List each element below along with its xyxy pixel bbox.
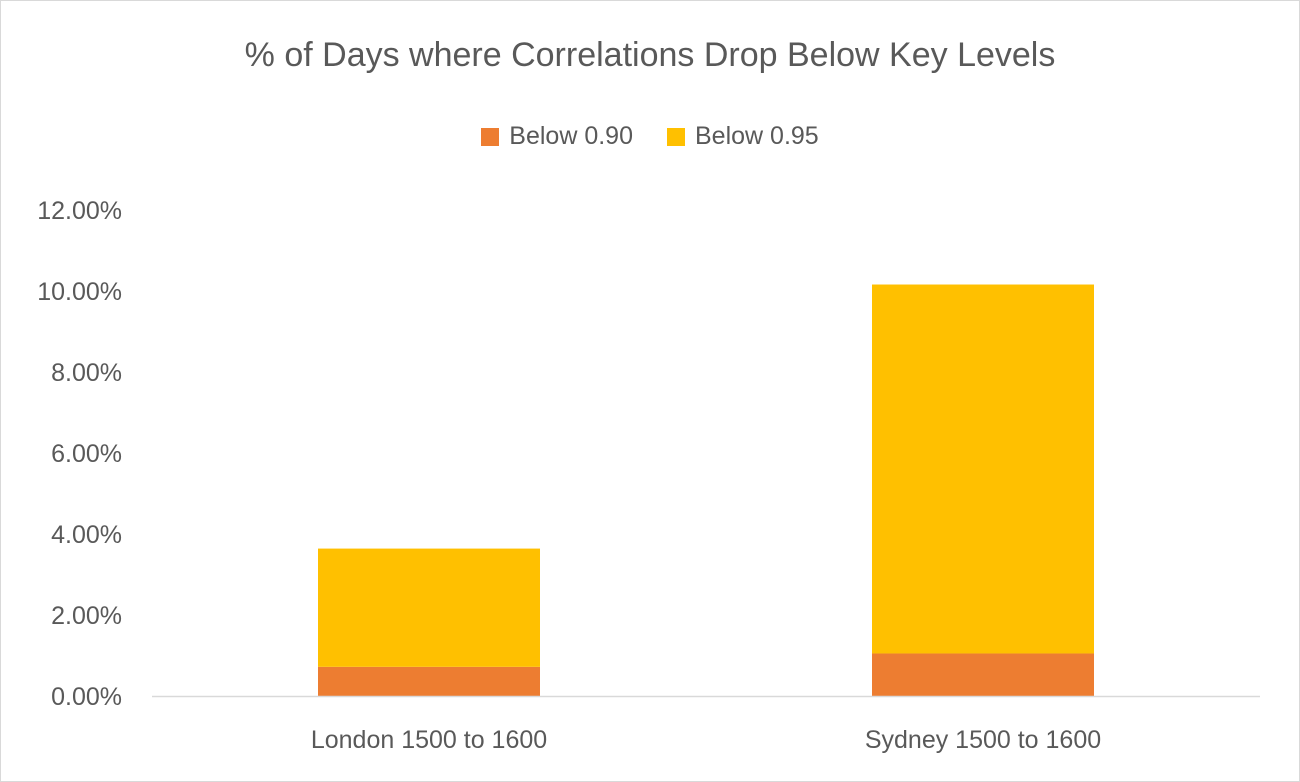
- y-tick-label: 8.00%: [51, 359, 122, 387]
- y-tick-label: 12.00%: [37, 197, 122, 225]
- bar-below-090-1: [872, 653, 1094, 696]
- x-tick-label: Sydney 1500 to 1600: [865, 726, 1101, 754]
- bar-below-095-0: [318, 548, 540, 667]
- y-tick-label: 6.00%: [51, 440, 122, 468]
- bars: [318, 284, 1094, 696]
- legend-item-below-095: Below 0.95: [667, 122, 819, 151]
- bar-below-095-1: [872, 284, 1094, 654]
- legend: Below 0.90 Below 0.95: [0, 122, 1300, 151]
- legend-label-below-095: Below 0.95: [695, 122, 819, 150]
- y-tick-label: 10.00%: [37, 278, 122, 306]
- chart-title: % of Days where Correlations Drop Below …: [244, 36, 1056, 74]
- y-tick-label: 0.00%: [51, 683, 122, 711]
- legend-swatch-below-090: [481, 127, 500, 146]
- legend-item-below-090: Below 0.90: [481, 122, 633, 151]
- y-tick-label: 2.00%: [51, 602, 122, 630]
- legend-label-below-090: Below 0.90: [509, 122, 633, 150]
- y-tick-label: 4.00%: [51, 521, 122, 549]
- x-tick-label: London 1500 to 1600: [311, 726, 547, 754]
- x-axis-ticks: London 1500 to 1600 Sydney 1500 to 1600: [311, 726, 1101, 754]
- bar-below-090-0: [318, 666, 540, 696]
- y-axis-ticks: 0.00% 2.00% 4.00% 6.00% 8.00% 10.00% 12.00%: [37, 197, 122, 711]
- legend-swatch-below-095: [667, 127, 685, 146]
